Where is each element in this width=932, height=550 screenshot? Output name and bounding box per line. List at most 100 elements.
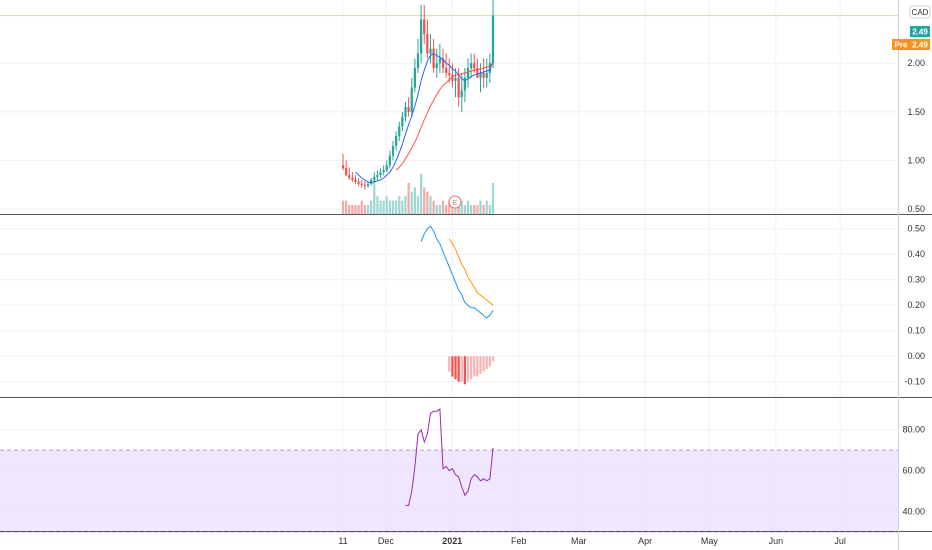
candle-body: [488, 63, 491, 73]
volume-bar: [366, 205, 370, 214]
volume-bar: [463, 205, 466, 214]
rsi-band: [0, 449, 898, 533]
rsi-tick-label: 80.00: [902, 425, 925, 435]
volume-bar: [379, 200, 382, 214]
candle-body: [376, 175, 379, 178]
candle-body: [448, 72, 451, 75]
volume-bar: [435, 205, 438, 214]
macd-tick-label: 0.30: [907, 275, 925, 285]
candle-body: [370, 179, 373, 184]
candle-body: [373, 177, 376, 180]
currency-label: CAD: [912, 8, 929, 17]
premarket-label: Pre: [895, 41, 908, 50]
volume-bar: [482, 205, 485, 214]
last-price-tag: 2.49: [910, 26, 930, 37]
candle-body: [404, 107, 407, 117]
macd-histogram-bar: [482, 356, 485, 372]
volume-bar: [388, 200, 391, 214]
rsi-tick-label: 40.00: [902, 507, 925, 517]
macd-histogram-bar: [448, 356, 451, 372]
macd-histogram-bar: [460, 356, 463, 382]
macd-line: [420, 225, 494, 319]
candle-body: [354, 179, 357, 182]
candle-body: [357, 181, 360, 184]
candle-body: [391, 145, 395, 156]
candle-body: [491, 15, 495, 64]
candle-body: [401, 116, 404, 127]
candle-body: [466, 68, 470, 78]
candle-body: [395, 136, 398, 146]
volume-bar: [376, 196, 379, 214]
volume-bar: [391, 200, 395, 214]
x-axis-labels: 11 Dec 2021 Feb Mar Apr May Jun Jul: [338, 536, 846, 546]
volume-bar: [357, 205, 360, 214]
candle-body: [482, 72, 485, 78]
candle-body: [473, 63, 476, 69]
macd-tick-label: 0.00: [907, 351, 925, 361]
x-tick-label: 11: [338, 536, 347, 546]
currency-badge: CAD: [909, 5, 931, 19]
volume-bar: [363, 205, 366, 214]
candle-body: [410, 87, 413, 112]
signal-line: [448, 238, 494, 306]
volume-bar: [473, 205, 476, 214]
candle-body: [382, 170, 385, 173]
volume-bar: [410, 191, 413, 214]
candle-body: [348, 175, 351, 179]
candle-body: [426, 34, 429, 54]
candle-body: [429, 48, 432, 54]
volume-bar: [370, 200, 373, 214]
volume-bar: [438, 205, 441, 214]
ma-slow-line: [395, 61, 494, 171]
price-tick-label: 1.00: [907, 156, 925, 166]
rsi-tick-label: 60.00: [902, 466, 925, 476]
volume-bar: [432, 200, 435, 214]
x-tick-label: May: [701, 536, 719, 546]
y-axis-labels: 2.00 1.50 1.00 0.50 0.50 0.40 0.30 0.20 0.10 0.00…: [902, 58, 925, 516]
macd-histogram-bar: [485, 356, 488, 369]
candle-body: [363, 184, 366, 186]
x-tick-label: Dec: [378, 536, 395, 546]
candle-body: [451, 74, 454, 81]
macd-histogram-bar: [470, 356, 473, 380]
premarket-value: 2.49: [912, 41, 928, 50]
volume-bar: [457, 205, 460, 214]
candle-body: [460, 90, 463, 98]
volume-bar: [454, 205, 457, 214]
macd-histogram-bar: [463, 356, 466, 385]
candle-body: [435, 63, 438, 69]
candle-body: [416, 53, 420, 69]
candle-body: [366, 183, 370, 186]
macd-tick-label: -0.10: [904, 377, 925, 387]
candle-body: [379, 172, 382, 176]
candle-body: [388, 155, 391, 166]
volume-bar: [354, 205, 357, 214]
volume-bar: [348, 205, 351, 214]
macd-histogram-bar: [488, 356, 491, 367]
candle-body: [476, 68, 479, 78]
candle-body: [479, 72, 482, 78]
x-tick-label: Jun: [769, 536, 784, 546]
earnings-label: E: [453, 200, 458, 207]
volume-bar: [341, 200, 345, 214]
x-tick-label: Feb: [511, 536, 527, 546]
candle-body: [463, 77, 466, 91]
x-tick-label: Mar: [571, 536, 587, 546]
candle-body: [470, 63, 473, 69]
volume-bar: [398, 196, 401, 214]
candle-body: [485, 72, 488, 78]
volume-bar: [404, 196, 407, 214]
macd-histogram-bar: [479, 356, 482, 375]
candle-body: [457, 77, 460, 98]
x-tick-label: 2021: [442, 536, 462, 546]
macd-histogram-bar: [454, 356, 457, 380]
volume-bars: [341, 174, 495, 214]
earnings-marker[interactable]: E: [448, 195, 462, 209]
volume-bar: [485, 200, 488, 214]
volume-bar: [395, 200, 398, 214]
volume-bar: [441, 200, 445, 214]
last-price-value: 2.49: [912, 28, 928, 37]
macd-histogram-bar: [457, 356, 460, 382]
